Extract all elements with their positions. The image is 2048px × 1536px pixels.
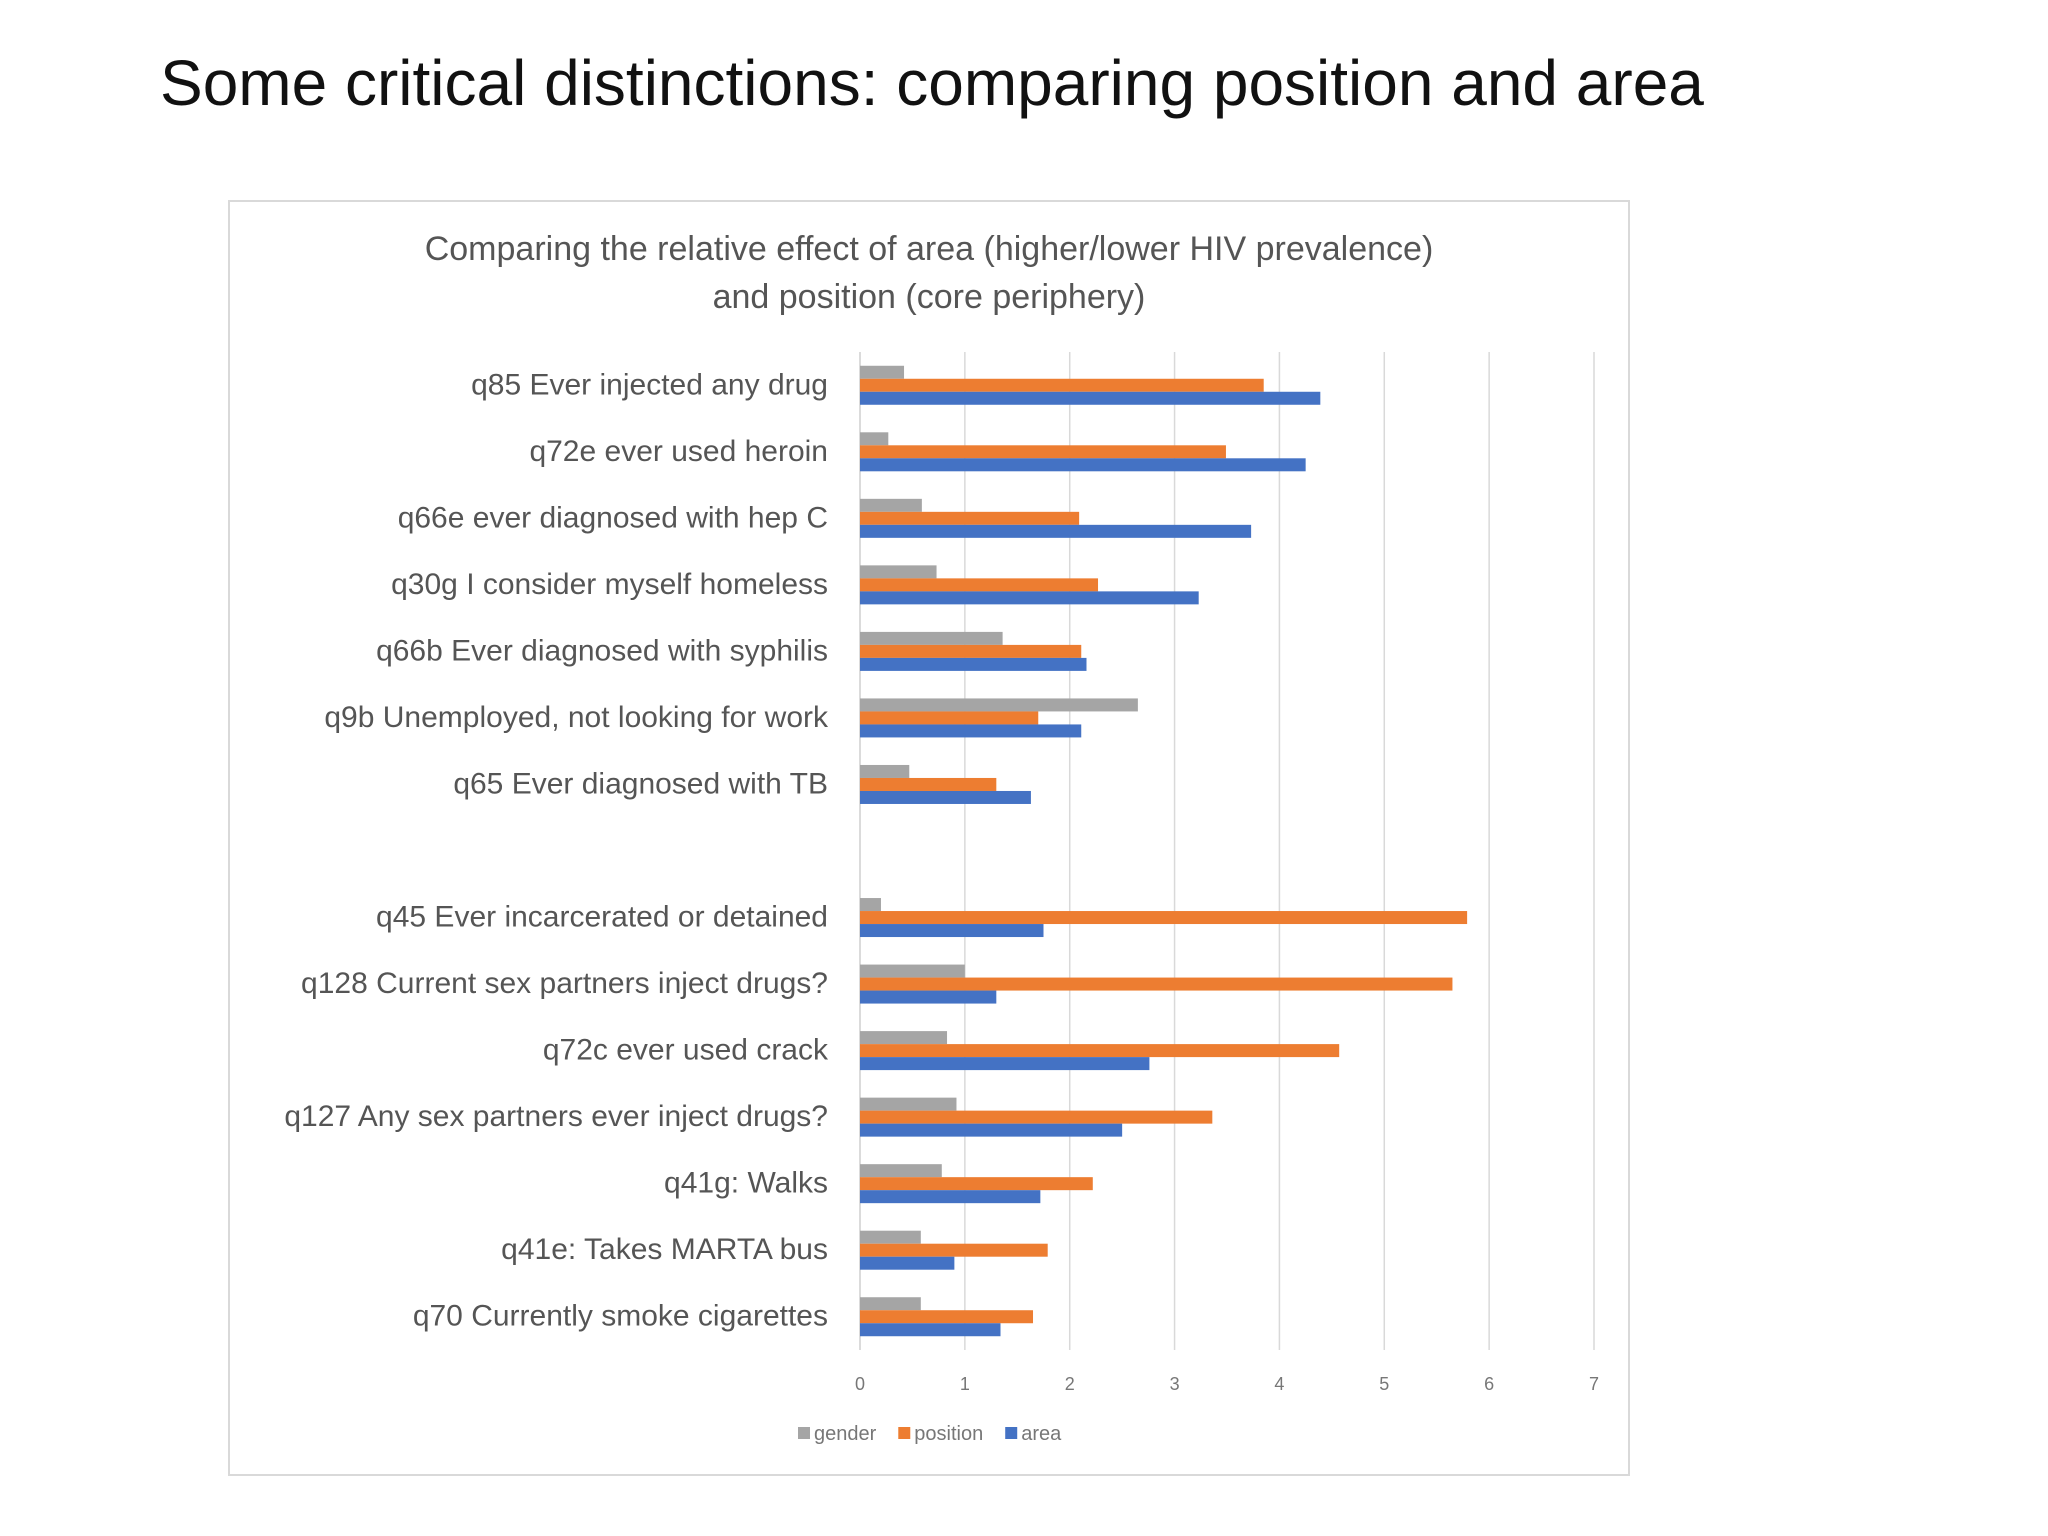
category-label: q72e ever used heroin	[529, 435, 828, 468]
bar-position	[860, 1310, 1034, 1324]
bar-area	[860, 657, 1087, 671]
bar-area	[860, 724, 1082, 738]
bar-position	[860, 711, 1039, 725]
category-label: q66e ever diagnosed with hep C	[398, 501, 828, 534]
bar-position	[860, 644, 1082, 658]
category-label: q85 Ever injected any drug	[471, 368, 828, 401]
x-axis-ticks: 0 1 2 3 4 5 6 7	[855, 1374, 1599, 1394]
legend-label-position: position	[914, 1423, 983, 1445]
legend-label-area: area	[1021, 1423, 1062, 1445]
bar-gender	[860, 764, 910, 778]
bar-area	[860, 790, 1031, 804]
bar-position	[860, 378, 1264, 392]
bar-area	[860, 1323, 1001, 1337]
x-tick-label: 5	[1379, 1374, 1389, 1394]
bar-position	[860, 1110, 1213, 1124]
bar-position	[860, 911, 1468, 925]
bar-area	[860, 1123, 1123, 1137]
bar-gender	[860, 565, 937, 579]
bar-gender	[860, 1297, 921, 1311]
category-label: q41e: Takes MARTA bus	[501, 1233, 828, 1266]
bar-area	[860, 1057, 1150, 1071]
x-tick-label: 3	[1170, 1374, 1180, 1394]
bar-gender	[860, 1230, 921, 1244]
bar-gender	[860, 1031, 948, 1045]
category-label: q30g I consider myself homeless	[391, 568, 828, 601]
bar-gender	[860, 631, 1003, 645]
bar-gender	[860, 1164, 942, 1178]
bar-area	[860, 1256, 955, 1270]
category-label: q66b Ever diagnosed with syphilis	[376, 634, 828, 667]
category-label: q72c ever used crack	[543, 1034, 829, 1067]
category-label: q70 Currently smoke cigarettes	[413, 1300, 828, 1333]
legend-swatch-gender	[798, 1427, 810, 1439]
category-label: q65 Ever diagnosed with TB	[453, 767, 828, 800]
category-label: q127 Any sex partners ever inject drugs?	[284, 1100, 828, 1133]
x-tick-label: 0	[855, 1374, 865, 1394]
legend-swatch-area	[1005, 1427, 1018, 1439]
slide-title: Some critical distinctions: comparing po…	[160, 47, 1704, 119]
x-tick-label: 1	[960, 1374, 970, 1394]
bar-gender	[860, 964, 965, 978]
bar-area	[860, 391, 1321, 405]
bar-gender	[860, 698, 1138, 712]
bar-gender	[860, 365, 905, 379]
bar-position	[860, 1044, 1340, 1058]
bar-position	[860, 977, 1453, 991]
bar-area	[860, 591, 1199, 605]
category-label: q45 Ever incarcerated or detained	[376, 901, 828, 934]
bar-area	[860, 1190, 1041, 1204]
category-labels: q85 Ever injected any drug q72e ever used…	[284, 368, 829, 1332]
bar-position	[860, 777, 997, 791]
bar-area	[860, 458, 1306, 472]
chart-title: Comparing the relative effect of area (h…	[425, 230, 1434, 316]
bar-area	[860, 924, 1044, 938]
x-tick-label: 6	[1484, 1374, 1494, 1394]
bar-gender	[860, 1097, 957, 1111]
chart-frame: Comparing the relative effect of area (h…	[228, 200, 1630, 1476]
bar-area	[860, 990, 997, 1004]
bar-position	[860, 1243, 1048, 1257]
bar-position	[860, 445, 1226, 459]
category-label: q128 Current sex partners inject drugs?	[301, 967, 828, 1000]
legend-label-gender: gender	[814, 1423, 877, 1445]
legend-swatch-position	[898, 1427, 911, 1439]
bars	[860, 365, 1468, 1337]
chart-title-line-2: and position (core periphery)	[713, 278, 1146, 316]
x-tick-label: 4	[1274, 1374, 1284, 1394]
bar-position	[860, 578, 1099, 592]
bar-position	[860, 1177, 1093, 1191]
chart-title-line-1: Comparing the relative effect of area (h…	[425, 230, 1434, 268]
legend: gender position area	[798, 1423, 1062, 1445]
x-tick-label: 7	[1589, 1374, 1599, 1394]
category-label: q41g: Walks	[664, 1167, 828, 1200]
category-label: q9b Unemployed, not looking for work	[324, 701, 829, 734]
bar-gender	[860, 898, 881, 912]
x-tick-label: 2	[1065, 1374, 1075, 1394]
bar-chart: Comparing the relative effect of area (h…	[284, 230, 1599, 1445]
bar-gender	[860, 498, 922, 512]
bar-gender	[860, 432, 889, 446]
bar-position	[860, 511, 1080, 525]
bar-area	[860, 524, 1252, 538]
